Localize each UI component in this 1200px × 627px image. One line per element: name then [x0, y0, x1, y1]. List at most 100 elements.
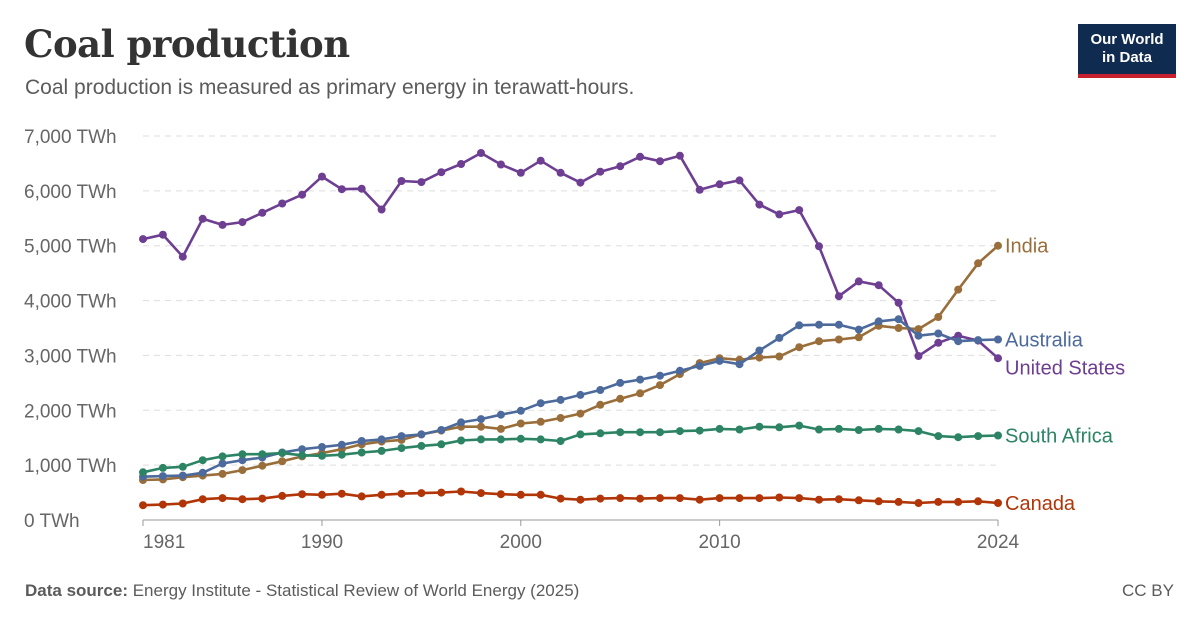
data-point[interactable] — [556, 168, 565, 177]
data-point[interactable] — [815, 495, 823, 504]
data-point[interactable] — [914, 499, 923, 507]
data-point[interactable] — [238, 456, 247, 465]
data-point[interactable] — [596, 494, 605, 503]
data-point[interactable] — [158, 463, 167, 472]
data-point[interactable] — [656, 494, 664, 503]
data-point[interactable] — [158, 472, 167, 481]
data-point[interactable] — [735, 494, 744, 503]
data-point[interactable] — [158, 500, 167, 509]
data-point[interactable] — [218, 459, 227, 468]
data-point[interactable] — [934, 497, 943, 506]
data-point[interactable] — [596, 400, 605, 409]
data-point[interactable] — [238, 218, 247, 227]
data-point[interactable] — [735, 425, 744, 434]
data-point[interactable] — [337, 185, 346, 194]
data-point[interactable] — [496, 160, 505, 169]
data-point[interactable] — [198, 214, 207, 223]
data-point[interactable] — [994, 499, 1002, 507]
data-point[interactable] — [616, 162, 625, 171]
data-point[interactable] — [755, 494, 764, 503]
data-point[interactable] — [377, 205, 386, 214]
data-point[interactable] — [218, 494, 227, 503]
data-point[interactable] — [397, 444, 406, 453]
series-united-states[interactable] — [139, 149, 1002, 363]
data-point[interactable] — [994, 431, 1002, 440]
data-point[interactable] — [815, 425, 823, 434]
data-point[interactable] — [636, 152, 645, 161]
data-point[interactable] — [178, 471, 187, 480]
data-point[interactable] — [616, 394, 625, 403]
data-point[interactable] — [397, 177, 406, 185]
data-point[interactable] — [914, 331, 923, 340]
data-point[interactable] — [417, 489, 426, 498]
series-line[interactable] — [142, 151, 999, 360]
data-point[interactable] — [477, 149, 485, 157]
series-canada[interactable] — [139, 487, 1002, 510]
data-point[interactable] — [854, 426, 863, 434]
data-point[interactable] — [755, 346, 764, 355]
data-point[interactable] — [437, 440, 446, 449]
data-point[interactable] — [218, 220, 227, 229]
data-point[interactable] — [894, 324, 903, 332]
data-point[interactable] — [158, 230, 167, 239]
data-point[interactable] — [298, 190, 307, 199]
data-point[interactable] — [596, 167, 605, 176]
data-point[interactable] — [874, 317, 883, 326]
data-point[interactable] — [656, 428, 664, 437]
data-point[interactable] — [139, 501, 147, 510]
data-point[interactable] — [198, 495, 207, 504]
data-point[interactable] — [636, 389, 645, 398]
data-point[interactable] — [238, 466, 247, 475]
data-point[interactable] — [695, 361, 704, 370]
data-point[interactable] — [516, 419, 525, 428]
data-point[interactable] — [715, 180, 724, 189]
data-point[interactable] — [278, 449, 287, 458]
data-point[interactable] — [934, 329, 943, 338]
data-point[interactable] — [576, 430, 585, 439]
data-point[interactable] — [536, 156, 545, 165]
data-point[interactable] — [616, 428, 625, 437]
data-point[interactable] — [775, 352, 784, 361]
data-point[interactable] — [536, 490, 545, 499]
data-point[interactable] — [477, 422, 485, 431]
data-point[interactable] — [258, 208, 267, 217]
data-point[interactable] — [397, 489, 406, 498]
data-point[interactable] — [795, 343, 804, 352]
data-point[interactable] — [795, 321, 804, 330]
data-point[interactable] — [775, 423, 784, 432]
data-point[interactable] — [496, 410, 505, 419]
data-point[interactable] — [974, 259, 983, 268]
data-point[interactable] — [139, 468, 147, 477]
data-point[interactable] — [656, 381, 664, 390]
data-point[interactable] — [318, 443, 326, 451]
data-point[interactable] — [417, 430, 426, 439]
data-point[interactable] — [437, 426, 446, 434]
data-point[interactable] — [596, 429, 605, 438]
data-point[interactable] — [457, 418, 466, 427]
data-point[interactable] — [894, 298, 903, 307]
data-point[interactable] — [775, 210, 784, 219]
data-point[interactable] — [496, 435, 505, 444]
data-point[interactable] — [834, 335, 843, 344]
data-point[interactable] — [834, 320, 843, 329]
data-point[interactable] — [357, 492, 366, 501]
data-point[interactable] — [616, 494, 625, 503]
data-point[interactable] — [278, 457, 287, 466]
data-point[interactable] — [318, 172, 326, 181]
data-point[interactable] — [536, 399, 545, 408]
data-point[interactable] — [636, 494, 645, 503]
data-point[interactable] — [218, 452, 227, 461]
data-point[interactable] — [198, 468, 207, 477]
data-point[interactable] — [834, 292, 843, 301]
data-point[interactable] — [218, 469, 227, 478]
data-point[interactable] — [715, 424, 724, 433]
data-point[interactable] — [178, 462, 187, 471]
data-point[interactable] — [636, 428, 645, 437]
data-point[interactable] — [874, 497, 883, 506]
data-point[interactable] — [834, 424, 843, 433]
data-point[interactable] — [357, 437, 366, 445]
data-point[interactable] — [735, 360, 744, 369]
data-point[interactable] — [258, 461, 267, 470]
data-point[interactable] — [954, 337, 963, 346]
data-point[interactable] — [854, 496, 863, 505]
